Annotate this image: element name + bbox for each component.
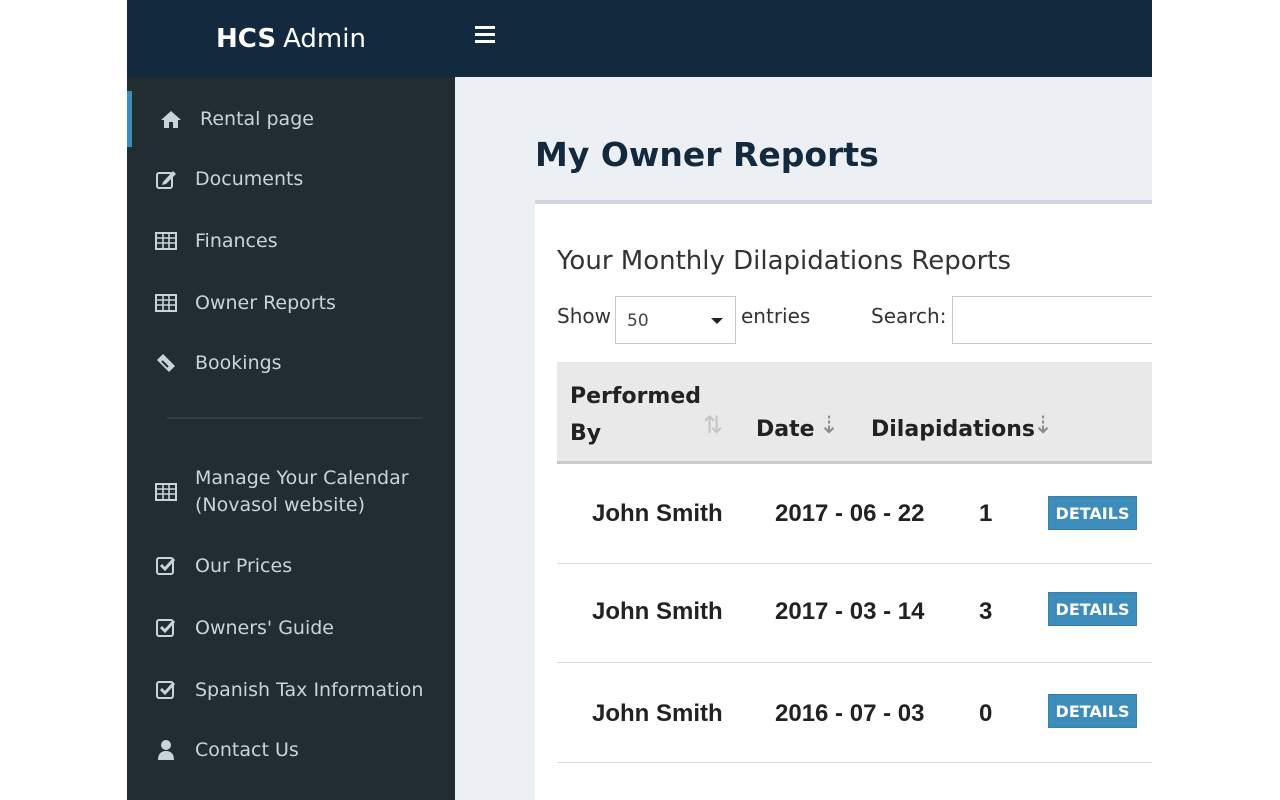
sidebar-item-label: Documents	[195, 167, 304, 190]
cell-performed-by: John Smith	[592, 700, 723, 727]
sidebar-item-our-prices[interactable]: Our Prices	[127, 538, 455, 594]
user-icon	[153, 737, 179, 763]
show-label: Show	[557, 304, 611, 328]
sidebar-item-spanish-tax[interactable]: Spanish Tax Information	[127, 662, 455, 718]
entries-label: entries	[741, 304, 811, 328]
column-header-performed-by[interactable]: Performed By	[570, 384, 702, 446]
sidebar-item-label: Owner Reports	[195, 291, 336, 314]
sidebar-divider	[167, 417, 422, 419]
check-square-icon	[153, 553, 179, 579]
sidebar-item-rental-page[interactable]: Rental page	[127, 91, 455, 147]
sidebar-item-label: Spanish Tax Information	[195, 678, 424, 701]
sidebar-item-documents[interactable]: Documents	[127, 151, 455, 207]
cell-date: 2016 - 07 - 03	[775, 700, 925, 727]
column-header-date[interactable]: Date	[756, 417, 815, 442]
sidebar-item-label: Manage Your Calendar (Novasol website)	[195, 467, 409, 516]
details-button[interactable]: DETAILS	[1048, 694, 1137, 728]
page-title: My Owner Reports	[535, 135, 879, 174]
cell-dilapidations: 3	[979, 598, 993, 625]
sidebar: HCS Admin Rental page Documents Finances	[127, 0, 455, 800]
column-header-dilapidations[interactable]: Dilapidations	[871, 417, 1036, 442]
edit-icon	[153, 166, 179, 192]
cell-date: 2017 - 06 - 22	[775, 500, 925, 527]
table-icon	[153, 479, 179, 505]
cell-dilapidations: 1	[979, 500, 993, 527]
entries-length-select[interactable]: 50	[615, 296, 736, 344]
cell-dilapidations: 0	[979, 700, 993, 727]
chevron-down-icon	[711, 318, 723, 324]
sidebar-item-label: Finances	[195, 229, 278, 252]
ticket-icon	[153, 350, 179, 376]
brand-light: Admin	[283, 23, 366, 54]
menu-toggle-icon[interactable]	[475, 26, 495, 44]
reports-card: Your Monthly Dilapidations Reports Show …	[535, 200, 1152, 800]
check-square-icon	[153, 677, 179, 703]
sidebar-item-label: Owners' Guide	[195, 616, 334, 639]
sort-desc-icon[interactable]: ⇣	[819, 411, 840, 439]
cell-performed-by: John Smith	[592, 598, 723, 625]
sort-both-icon[interactable]: ⇅	[703, 411, 724, 439]
card-title: Your Monthly Dilapidations Reports	[557, 246, 1012, 276]
app-window: HCS Admin Rental page Documents Finances	[127, 0, 1152, 800]
details-button[interactable]: DETAILS	[1048, 496, 1137, 530]
table-icon	[153, 290, 179, 316]
search-input[interactable]	[952, 296, 1152, 344]
sidebar-item-owner-reports[interactable]: Owner Reports	[127, 275, 455, 331]
sidebar-item-owners-guide[interactable]: Owners' Guide	[127, 600, 455, 656]
sidebar-item-label: Rental page	[200, 107, 314, 130]
details-button[interactable]: DETAILS	[1048, 592, 1137, 626]
top-navbar	[455, 0, 1152, 77]
sidebar-item-label: Contact Us	[195, 738, 299, 761]
sidebar-item-label: Bookings	[195, 351, 282, 374]
sidebar-item-finances[interactable]: Finances	[127, 213, 455, 269]
check-square-icon	[153, 615, 179, 641]
sidebar-item-bookings[interactable]: Bookings	[127, 335, 455, 391]
cell-performed-by: John Smith	[592, 500, 723, 527]
sort-asc-icon[interactable]: ⇣	[1033, 411, 1054, 439]
table-row: John Smith 2017 - 03 - 14 3 DETAILS	[557, 564, 1152, 663]
sidebar-item-label: Our Prices	[195, 554, 293, 577]
cell-date: 2017 - 03 - 14	[775, 598, 925, 625]
entries-length-value: 50	[627, 311, 649, 331]
home-icon	[158, 106, 184, 132]
table-header: Performed By ⇅ Date ⇣ Dilapidations ⇣	[557, 362, 1152, 464]
sidebar-item-contact-us[interactable]: Contact Us	[127, 722, 455, 778]
search-label: Search:	[871, 304, 947, 328]
brand-logo[interactable]: HCS Admin	[127, 0, 455, 77]
sidebar-item-manage-calendar[interactable]: Manage Your Calendar (Novasol website)	[127, 464, 455, 520]
table-row: John Smith 2016 - 07 - 03 0 DETAILS	[557, 664, 1152, 763]
table-row: John Smith 2017 - 06 - 22 1 DETAILS	[557, 465, 1152, 564]
table-icon	[153, 228, 179, 254]
brand-bold: HCS	[216, 23, 277, 54]
